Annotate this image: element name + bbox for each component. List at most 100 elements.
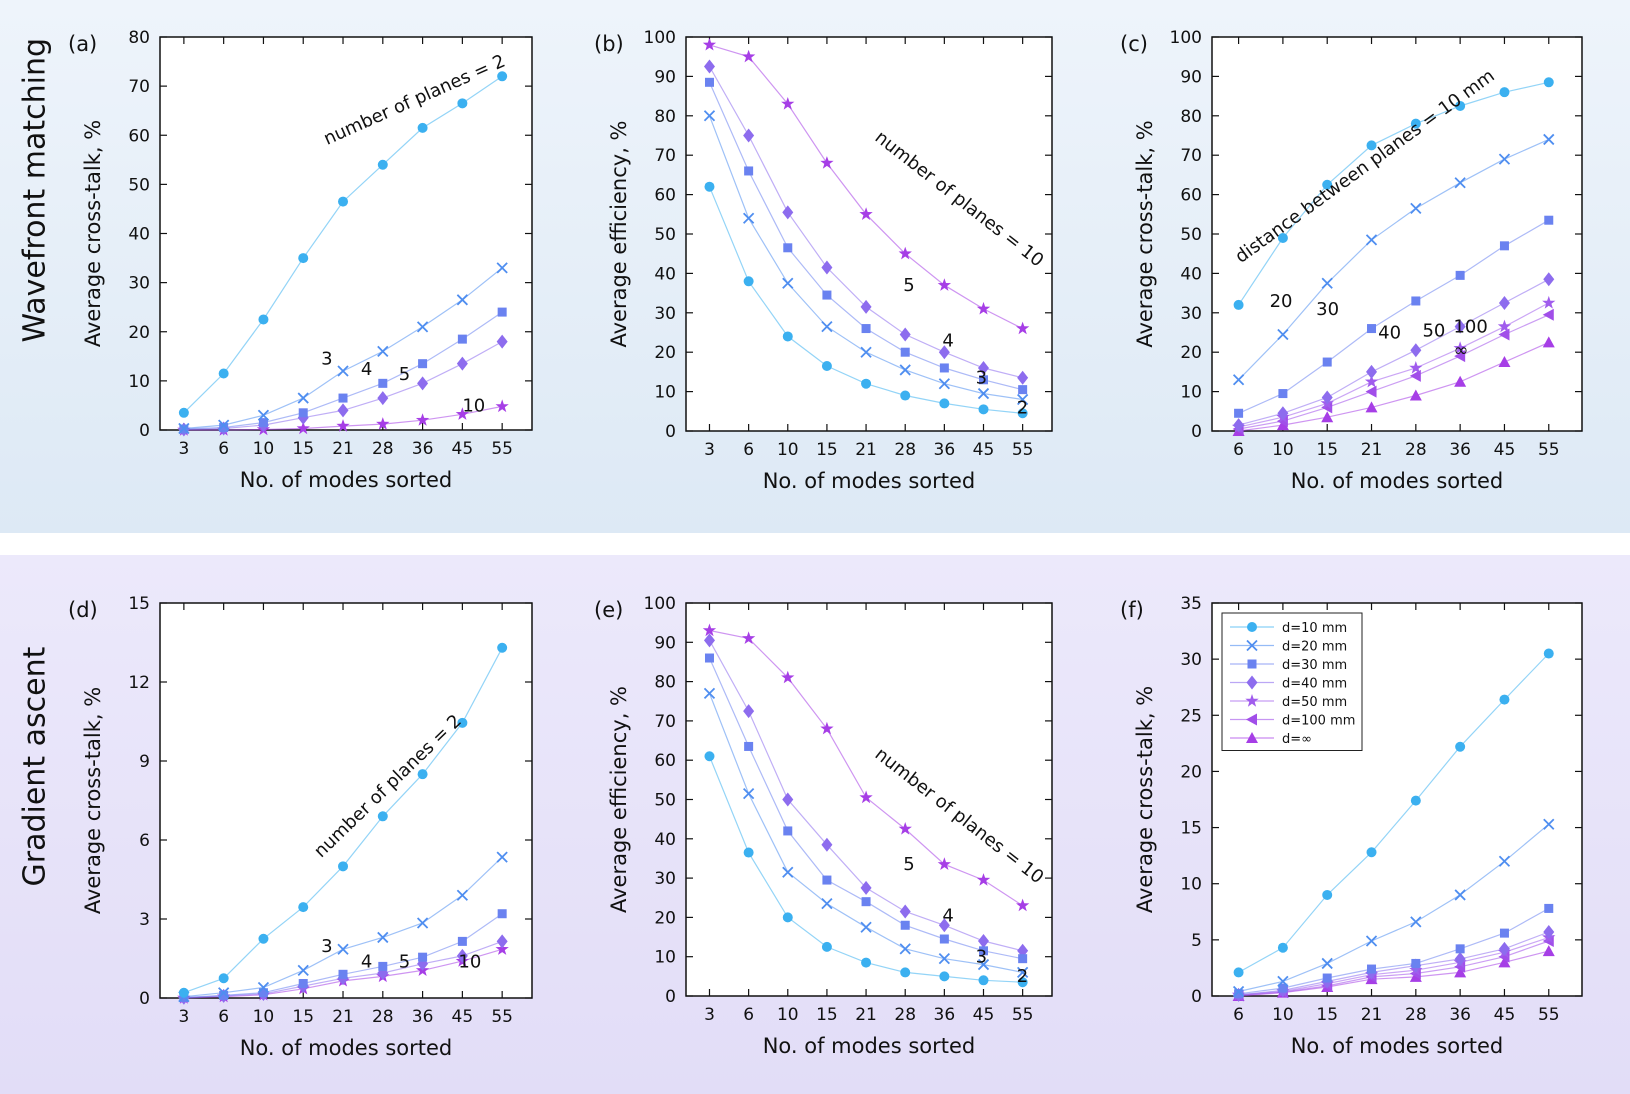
legend-entry: d=100 mm <box>1282 714 1355 729</box>
marker-s1-p2 <box>782 277 794 289</box>
marker-s4-p0 <box>702 37 717 51</box>
series-line <box>1238 278 1550 426</box>
marker-s2-p7 <box>1544 903 1554 913</box>
marker-s0-p2 <box>258 933 269 944</box>
y-tick-label: 25 <box>1180 706 1202 726</box>
marker-s4-p7 <box>976 301 991 315</box>
series-d20mm <box>1232 818 1555 998</box>
marker-s0-p0 <box>1233 299 1244 310</box>
marker-s6-p3 <box>1365 401 1378 413</box>
marker-s0-p4 <box>861 957 872 968</box>
marker-s4-plegend <box>1245 694 1259 707</box>
x-tick-label: 45 <box>1494 440 1516 460</box>
series-10 <box>702 37 1030 335</box>
annotation-label: 4 <box>942 330 953 351</box>
legend-entry: d=50 mm <box>1282 695 1347 710</box>
y-tick-label: 12 <box>128 673 150 693</box>
panel-label: (b) <box>594 32 624 56</box>
marker-s1-p0 <box>1232 985 1245 998</box>
marker-s0-p0 <box>178 987 189 998</box>
marker-s1-p2 <box>257 981 270 994</box>
marker-s1-p4 <box>337 365 349 377</box>
x-tick-label: 10 <box>1272 1005 1294 1025</box>
marker-s1-plegend <box>1246 639 1258 652</box>
marker-s2-p6 <box>418 359 428 369</box>
marker-s4-p3 <box>820 156 834 169</box>
x-tick-label: 6 <box>1233 440 1244 460</box>
plot-area <box>159 602 533 999</box>
series-2 <box>178 71 508 418</box>
marker-s4-p5 <box>898 822 912 835</box>
x-tick-label: 45 <box>1494 1005 1516 1025</box>
marker-s0-p2 <box>258 314 269 325</box>
marker-s1-p7 <box>456 889 469 901</box>
marker-s0-p6 <box>417 769 428 780</box>
annotation-label: 2 <box>1017 966 1028 987</box>
marker-s2-p1 <box>219 990 229 1000</box>
series-5 <box>703 633 1029 958</box>
plot-area <box>685 36 1053 432</box>
y-tick-label: 30 <box>1180 650 1202 670</box>
marker-s0-p1 <box>1277 232 1288 243</box>
y-tick-label: 100 <box>644 28 676 48</box>
x-tick-label: 28 <box>1405 440 1427 460</box>
chart-panel-2: 0 10 20 30 40 50 60 70 80 90 100 6 10 15 21 28 36 45 55 No.… <box>1120 28 1583 493</box>
marker-s1-p6 <box>1498 855 1511 867</box>
marker-s2-p0 <box>1234 989 1244 999</box>
marker-s3-p6 <box>938 918 950 933</box>
y-tick-label: 20 <box>654 343 676 363</box>
marker-s2-p5 <box>378 378 388 388</box>
marker-s0-p7 <box>978 975 989 986</box>
y-tick-label: 5 <box>1191 931 1202 951</box>
marker-s2-p0 <box>1234 408 1244 418</box>
marker-s1-p0 <box>703 687 716 700</box>
x-tick-label: 3 <box>178 1007 189 1027</box>
x-tick-label: 10 <box>253 439 275 459</box>
marker-s2-p4 <box>1411 296 1421 306</box>
marker-s3-p3 <box>821 260 833 275</box>
y-tick-label: 40 <box>1180 264 1202 284</box>
marker-s1-p5 <box>899 943 911 955</box>
series-10 <box>702 623 1030 912</box>
x-tick-label: 55 <box>1012 1005 1034 1025</box>
marker-s3-p6 <box>1498 941 1510 956</box>
marker-s3-p7 <box>456 948 468 963</box>
marker-s0-p3 <box>298 902 309 913</box>
marker-s2-p6 <box>418 952 428 962</box>
y-tick-label: 40 <box>654 830 676 850</box>
marker-s3-p7 <box>977 933 989 948</box>
marker-s1-p4 <box>1410 916 1422 928</box>
marker-s0-p8 <box>497 642 508 653</box>
marker-s6-p5 <box>1454 375 1467 387</box>
panel-label: (e) <box>594 598 623 622</box>
marker-s4-p7 <box>1542 295 1556 309</box>
marker-s2-p3 <box>822 875 832 885</box>
annotation-label: 3 <box>976 947 987 968</box>
y-tick-label: 60 <box>654 751 676 771</box>
marker-s2-p4 <box>861 897 871 907</box>
y-tick-label: 10 <box>128 372 150 392</box>
marker-s1-p8 <box>1017 393 1029 406</box>
y-tick-label: 10 <box>654 948 676 968</box>
marker-s1-p1 <box>742 787 755 800</box>
annotation-label: 3 <box>321 349 332 370</box>
x-tick-label: 55 <box>1538 440 1560 460</box>
y-axis-label: Average cross-talk, % <box>1133 120 1157 347</box>
marker-s4-p2 <box>781 670 795 684</box>
marker-s4-p8 <box>495 399 509 413</box>
x-tick-label: 45 <box>452 439 474 459</box>
marker-s1-p7 <box>1543 818 1555 830</box>
marker-s4-p5 <box>898 246 912 260</box>
marker-s2-p1 <box>1278 389 1288 399</box>
legend: d=10 mm d=20 mm d=30 mm d=40 mm d=50 mm d=100… <box>1221 612 1363 751</box>
marker-s3-p1 <box>1277 406 1289 421</box>
marker-s5-p4 <box>1409 369 1421 382</box>
x-tick-label: 45 <box>973 1005 995 1025</box>
marker-s4-p3 <box>1364 374 1379 388</box>
marker-s2-p7 <box>457 334 467 344</box>
marker-s4-p8 <box>495 942 509 955</box>
y-tick-label: 50 <box>1180 225 1202 245</box>
marker-s0-p5 <box>377 811 388 822</box>
